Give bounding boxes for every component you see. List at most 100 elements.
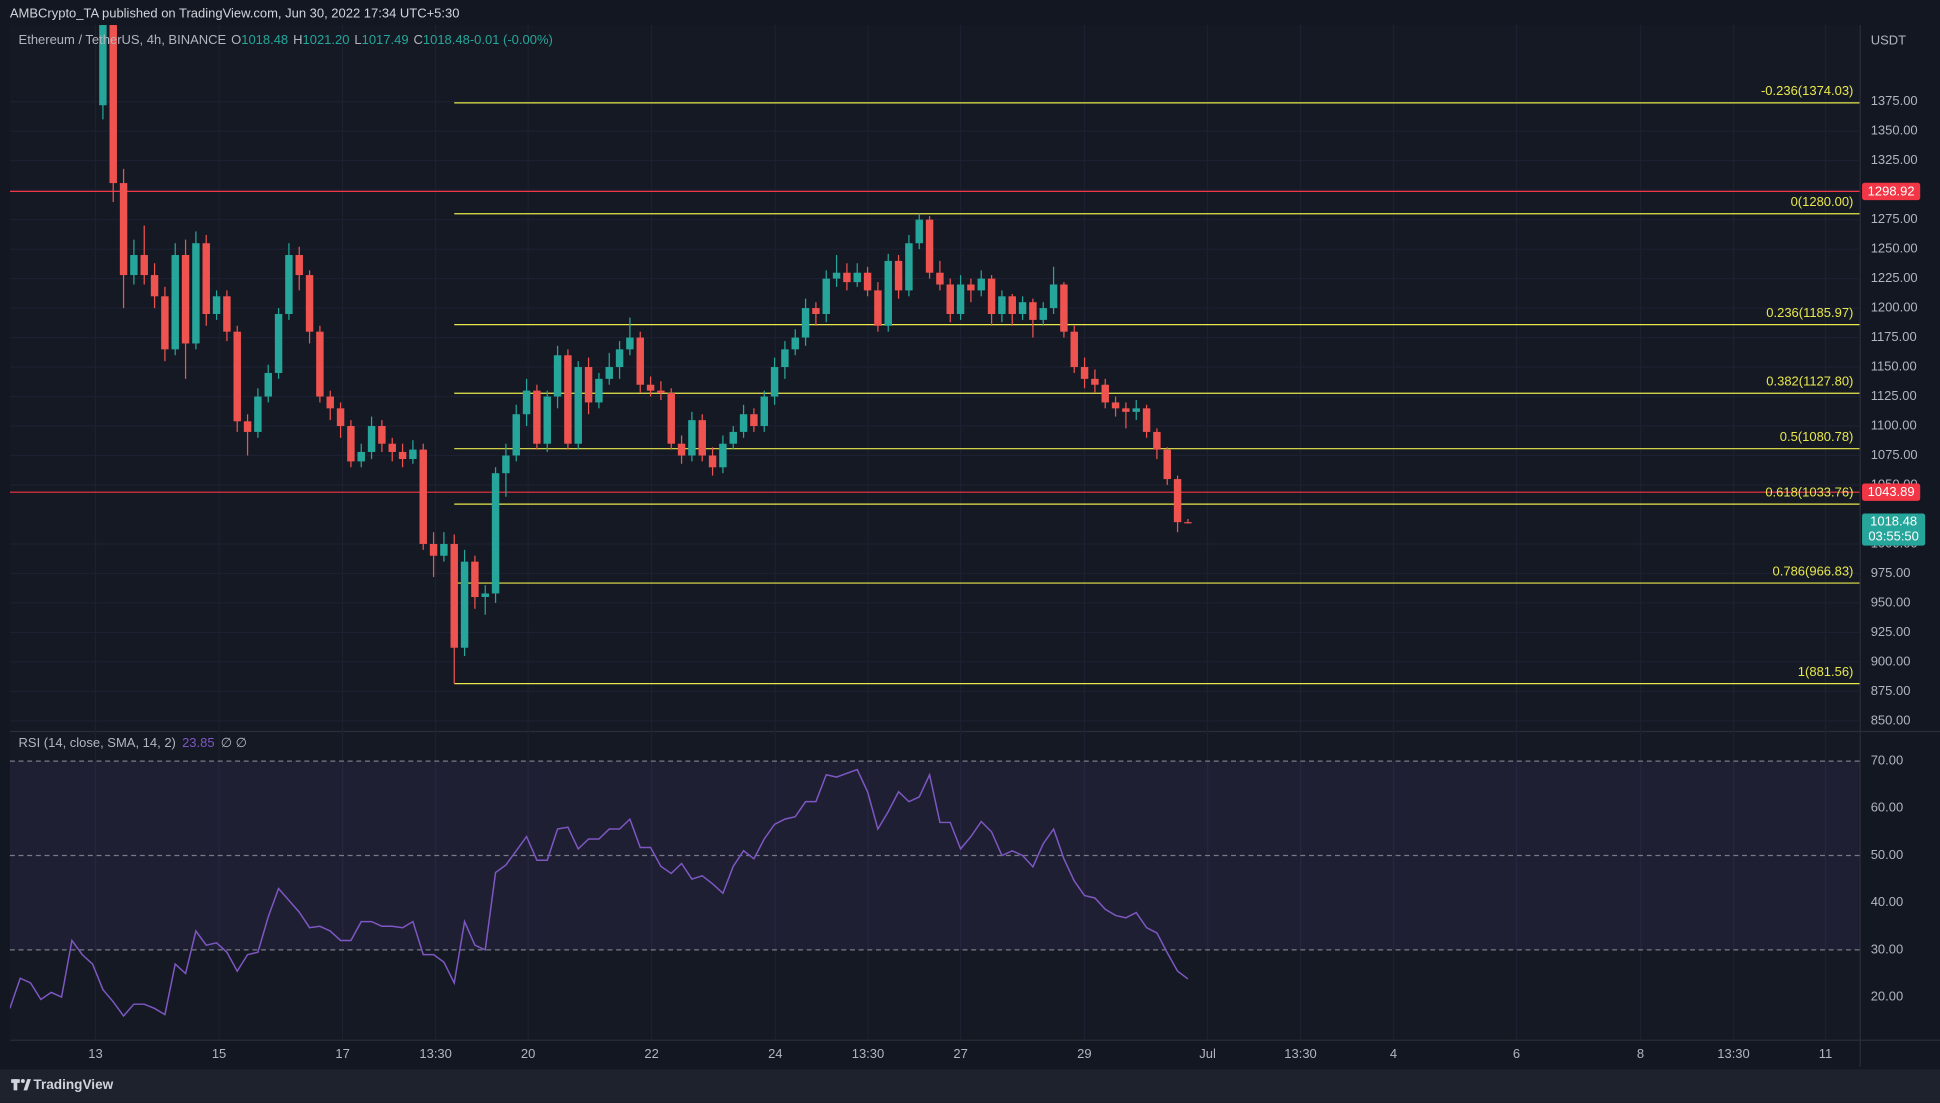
candle-body xyxy=(440,543,448,556)
candle-body xyxy=(936,272,944,285)
candle-body xyxy=(781,349,789,368)
candle-body xyxy=(739,414,748,432)
candle-body xyxy=(161,296,169,350)
countdown-label: 03:55:50 xyxy=(1868,528,1919,543)
candle-body xyxy=(967,284,975,291)
candle-body xyxy=(646,384,655,391)
x-tick-label: 15 xyxy=(212,1046,226,1061)
ohlc-value: 1018.48 xyxy=(423,33,470,48)
y-tick-label: 1225.00 xyxy=(1871,270,1918,285)
rsi-tick-label: 20.00 xyxy=(1871,989,1904,1004)
rsi-tick-label: 70.00 xyxy=(1871,753,1904,768)
x-tick-label: 27 xyxy=(953,1046,967,1061)
candle-body xyxy=(729,431,737,444)
candle-body xyxy=(1070,331,1078,368)
candle-body xyxy=(915,219,923,244)
rsi-tick-label: 60.00 xyxy=(1871,800,1904,815)
candle-body xyxy=(843,272,851,283)
candle-body xyxy=(1091,378,1099,385)
x-tick-label: 8 xyxy=(1637,1046,1644,1061)
candle-body xyxy=(584,367,593,403)
fib-label: 0.786(966.83) xyxy=(1773,563,1854,578)
candle-body xyxy=(987,278,996,314)
rsi-extra: ∅ ∅ xyxy=(221,735,247,750)
candle-body xyxy=(822,278,830,314)
ohlc-key: L xyxy=(354,33,361,48)
candle-body xyxy=(522,390,531,415)
y-tick-label: 1350.00 xyxy=(1871,123,1918,138)
candle-body xyxy=(1101,384,1109,403)
candle-body xyxy=(1018,302,1027,314)
candle-body xyxy=(1008,296,1016,314)
ohlc-value: 1018.48 xyxy=(241,33,288,48)
publisher-line: AMBCrypto_TA published on TradingView.co… xyxy=(10,5,460,20)
x-tick-label: 4 xyxy=(1390,1046,1397,1061)
candle-body xyxy=(543,396,551,444)
y-tick-label: 850.00 xyxy=(1871,712,1911,727)
candle-body xyxy=(419,449,427,544)
ohlc-value: 1021.20 xyxy=(303,33,350,48)
x-tick-label: 22 xyxy=(644,1046,658,1061)
ohlc-key: C xyxy=(414,33,423,48)
candle-body xyxy=(429,543,438,556)
fib-label: -0.236(1374.03) xyxy=(1761,83,1853,98)
price-line-badge xyxy=(1862,182,1921,201)
candle-body xyxy=(233,331,241,422)
candle-body xyxy=(243,421,252,432)
candle-body xyxy=(150,275,159,297)
candle-body xyxy=(760,396,768,427)
y-tick-label: 1200.00 xyxy=(1871,300,1918,315)
x-tick-label: 11 xyxy=(1819,1046,1832,1061)
candle-body xyxy=(398,451,407,460)
candle-body xyxy=(460,561,469,648)
y-tick-label: 900.00 xyxy=(1871,653,1911,668)
y-tick-label: 925.00 xyxy=(1871,624,1911,639)
ohlc-key: H xyxy=(293,33,302,48)
candle-body xyxy=(274,313,283,373)
last-price-badge xyxy=(1862,513,1926,546)
candle-body xyxy=(1163,449,1171,480)
fib-label: 0.236(1185.97) xyxy=(1766,305,1853,320)
candle-body xyxy=(863,272,872,291)
candle-body xyxy=(894,260,903,291)
rsi-legend: RSI (14, close, SMA, 14, 2) 23.85 ∅ ∅ xyxy=(19,735,247,750)
footer-bar xyxy=(0,1069,1940,1103)
y-tick-label: 1375.00 xyxy=(1871,93,1918,108)
candle-body xyxy=(615,349,624,368)
candle-body xyxy=(212,296,221,314)
candle-body xyxy=(192,243,200,344)
fib-label: 1(881.56) xyxy=(1798,664,1854,679)
candle-body xyxy=(750,414,758,427)
candle-body xyxy=(1060,284,1068,332)
candle-body xyxy=(884,260,892,326)
x-tick-label: 17 xyxy=(335,1046,349,1061)
candle-body xyxy=(698,420,706,456)
candle-body xyxy=(1184,522,1192,524)
candle-body xyxy=(677,443,686,456)
y-tick-label: 1275.00 xyxy=(1871,211,1918,226)
candle-body xyxy=(1039,308,1047,320)
price-line-label: 1298.92 xyxy=(1868,183,1915,198)
ohlc-value: 1017.49 xyxy=(362,33,409,48)
x-tick-label: 13:30 xyxy=(1284,1046,1317,1061)
price-line-label: 1043.89 xyxy=(1868,484,1915,499)
candle-body xyxy=(140,255,148,276)
ohlc-value: -0.01 (-0.00%) xyxy=(470,33,553,48)
candle-body xyxy=(109,25,117,184)
candle-body xyxy=(409,449,417,460)
rsi-pane xyxy=(9,760,1860,1018)
x-tick-label: 13:30 xyxy=(852,1046,885,1061)
candle-body xyxy=(636,337,644,385)
candle-body xyxy=(264,372,272,397)
currency-label: USDT xyxy=(1871,33,1906,48)
candle-body xyxy=(770,367,779,397)
candle-body xyxy=(1111,402,1120,409)
candle-body xyxy=(832,272,841,279)
x-tick-label: 13:30 xyxy=(1717,1046,1750,1061)
x-tick-label: 20 xyxy=(521,1046,535,1061)
candle-body xyxy=(347,426,355,462)
candle-body xyxy=(1122,408,1130,412)
x-tick-label: 13 xyxy=(88,1046,102,1061)
candle-body xyxy=(99,25,107,106)
